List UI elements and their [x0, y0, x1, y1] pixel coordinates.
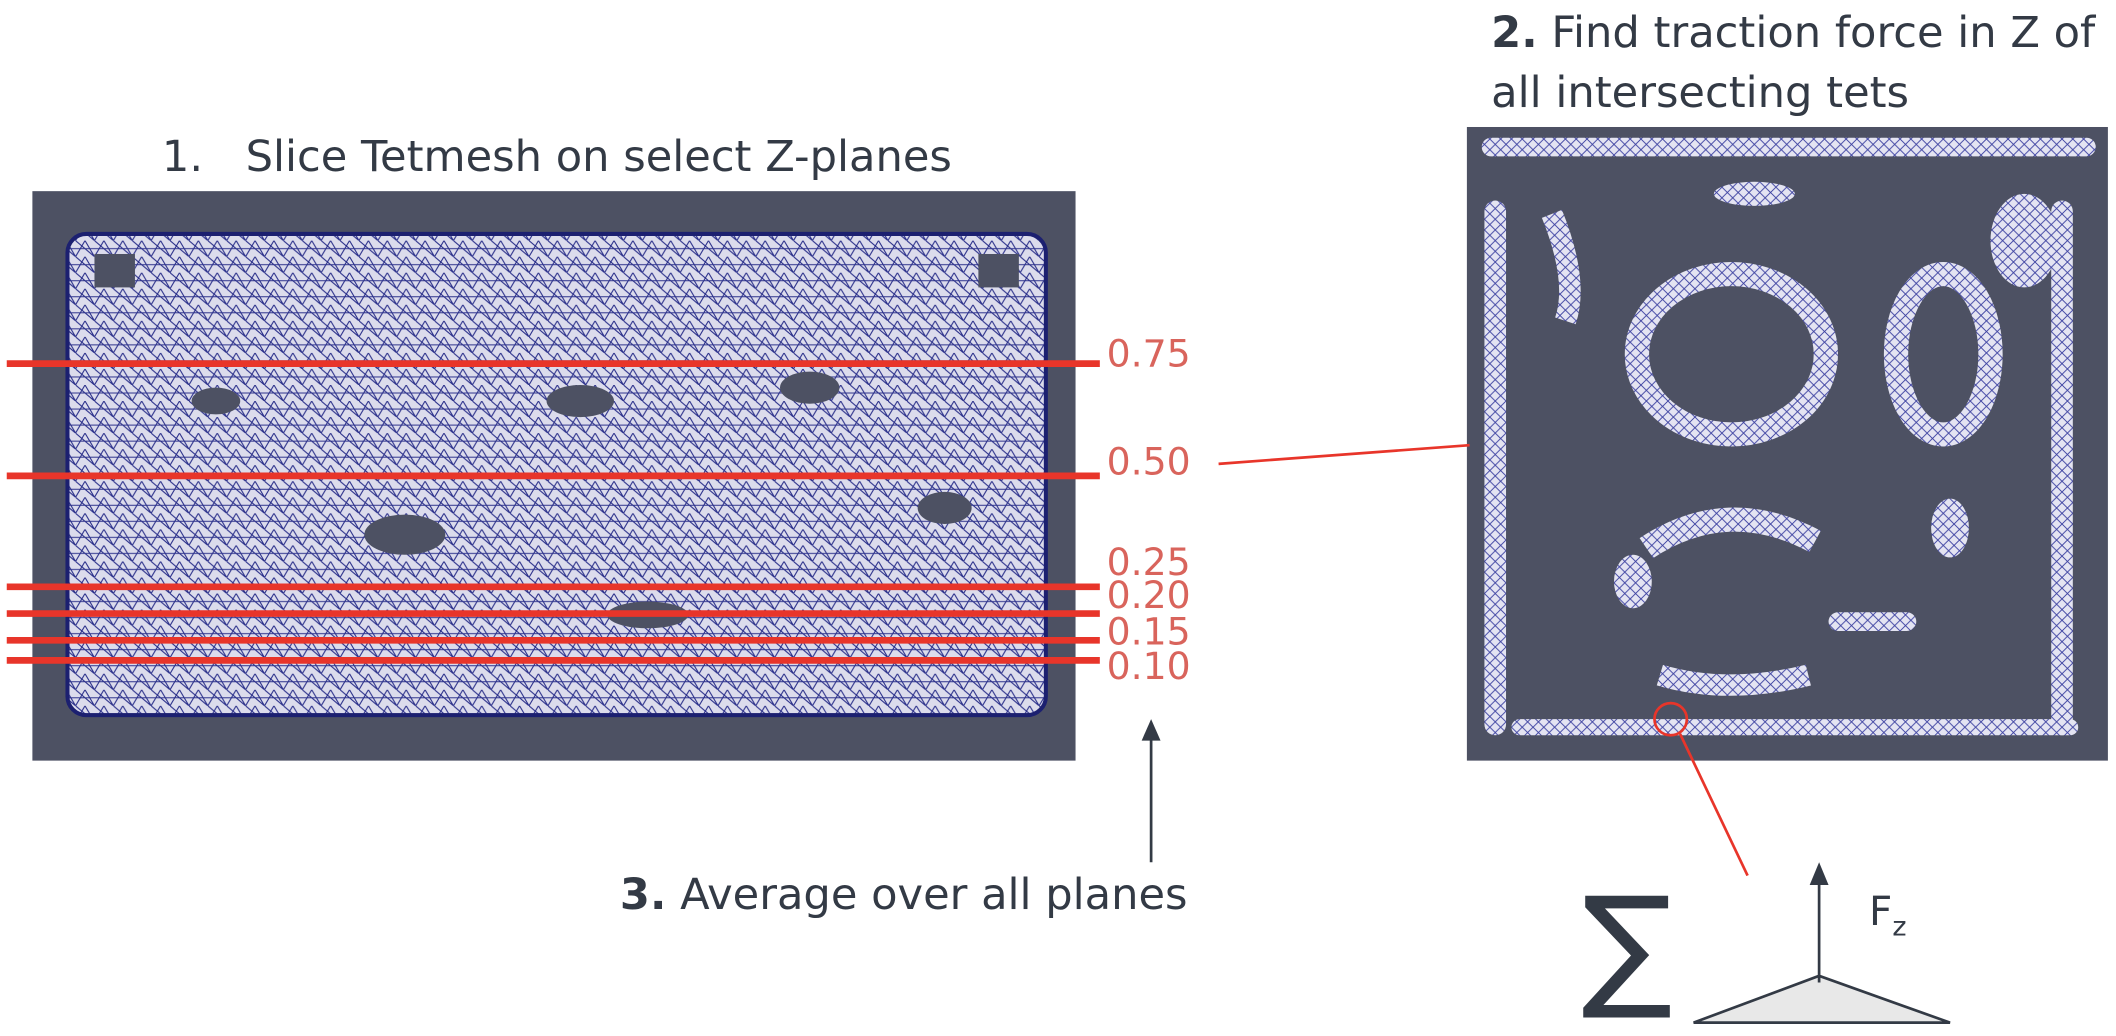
text: Average over all planes — [680, 870, 1187, 920]
force-label: Fz — [1869, 888, 1906, 942]
text: Slice Tetmesh on select Z-planes — [246, 132, 952, 182]
plane-label: 0.20 — [1107, 573, 1191, 617]
connector — [1678, 733, 1749, 877]
tet — [1693, 974, 1951, 1024]
arrowhead — [1141, 719, 1161, 741]
sum-symbol: ∑ — [1582, 867, 1673, 1023]
text: 3. — [620, 870, 666, 920]
plane-label: 0.75 — [1107, 331, 1191, 375]
text: z — [1892, 912, 1906, 943]
slice-lines — [6, 360, 1100, 664]
plane-label: 0.10 — [1107, 644, 1191, 688]
plane-label: 0.15 — [1107, 609, 1191, 653]
plane-label: 0.50 — [1107, 440, 1191, 484]
text: all intersecting tets — [1491, 68, 1909, 118]
step1-title: 1. Slice Tetmesh on select Z-planes — [162, 132, 952, 182]
slice-sections — [1481, 137, 2096, 736]
text: F — [1869, 888, 1892, 935]
text: 2. — [1491, 8, 1537, 58]
step3-title: 3. Average over all planes — [620, 870, 1188, 920]
arrowhead — [1809, 862, 1829, 885]
step2-title: 2. Find traction force in Z of all inters… — [1491, 8, 2096, 118]
connector — [1218, 443, 1470, 466]
text: 1. — [162, 132, 203, 182]
plane-label: 0.25 — [1107, 540, 1191, 584]
text: Find traction force in Z of — [1551, 8, 2096, 58]
mesh-holes — [94, 253, 1019, 629]
highlight — [1653, 701, 1689, 737]
